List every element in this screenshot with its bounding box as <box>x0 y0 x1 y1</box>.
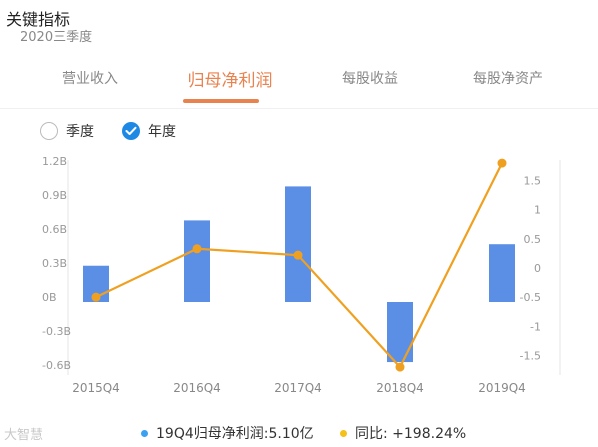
line-legend-text: 同比: +198.24% <box>355 426 467 442</box>
growth-point <box>192 244 202 254</box>
left-tick-label: 0.6B <box>42 223 67 236</box>
x-tick-label: 2017Q4 <box>274 381 322 395</box>
left-tick-label: -0.6B <box>42 359 71 372</box>
metric-tabs: 营业收入 归母净利润 每股收益 每股净资产 <box>0 64 598 109</box>
right-tick-label: -1 <box>530 320 541 333</box>
year-radio-label: 年度 <box>148 124 176 140</box>
x-tick-label: 2016Q4 <box>173 381 221 395</box>
net-profit-chart: 1.2B 0.9B 0.6B 0.3B 0B -0.3B -0.6B 1.5 1 0.5 0 -0.5… <box>42 155 561 395</box>
active-tab-indicator <box>183 99 259 103</box>
growth-point <box>91 292 101 302</box>
bar <box>184 220 210 302</box>
quarter-radio-label: 季度 <box>66 124 94 140</box>
tab-revenue[interactable]: 营业收入 <box>62 71 118 87</box>
right-tick-label: 1 <box>534 204 541 217</box>
growth-point <box>395 362 405 372</box>
left-tick-label: 0B <box>42 291 57 304</box>
report-period: 2020三季度 <box>20 30 93 45</box>
x-tick-label: 2018Q4 <box>376 381 424 395</box>
bar <box>489 244 515 302</box>
radio-unchecked-icon <box>40 122 58 140</box>
tab-bvps[interactable]: 每股净资产 <box>473 71 543 87</box>
growth-point <box>497 158 507 168</box>
watermark: 大智慧 <box>4 428 44 443</box>
x-tick-label: 2019Q4 <box>478 381 526 395</box>
left-tick-label: -0.3B <box>42 325 71 338</box>
right-tick-label: 0.5 <box>524 233 542 246</box>
tab-eps[interactable]: 每股收益 <box>342 71 398 87</box>
bar <box>285 186 311 302</box>
left-tick-label: 0.3B <box>42 257 67 270</box>
quarter-radio[interactable]: 季度 <box>40 120 94 142</box>
page-title: 关键指标 <box>6 10 71 29</box>
tab-net-profit[interactable]: 归母净利润 <box>187 71 273 91</box>
left-tick-label: 1.2B <box>42 155 67 168</box>
radio-checked-icon <box>122 122 140 140</box>
growth-point <box>293 250 303 260</box>
bar <box>387 302 413 363</box>
bar-legend-text: 19Q4归母净利润:5.10亿 <box>156 426 314 442</box>
line-legend-dot <box>340 429 347 437</box>
right-tick-label: 0 <box>534 262 541 275</box>
left-tick-label: 0.9B <box>42 189 67 202</box>
year-radio[interactable]: 年度 <box>122 120 176 142</box>
right-tick-label: -0.5 <box>520 291 541 304</box>
legend-line: 同比: +198.24% <box>340 423 466 443</box>
bar-legend-dot <box>141 429 148 437</box>
legend-bar: 19Q4归母净利润:5.10亿 <box>141 423 314 443</box>
right-tick-label: 1.5 <box>524 175 542 188</box>
x-tick-label: 2015Q4 <box>72 381 120 395</box>
right-tick-label: -1.5 <box>520 349 541 362</box>
